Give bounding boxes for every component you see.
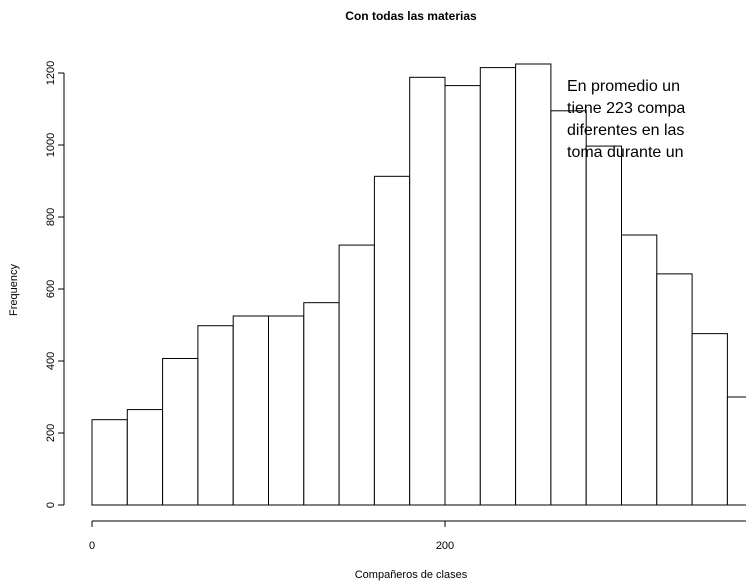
y-tick-label: 0 bbox=[45, 502, 57, 508]
y-tick-label: 600 bbox=[45, 280, 57, 298]
histogram-bar bbox=[479, 67, 517, 506]
histogram-bar bbox=[621, 234, 658, 506]
histogram-bar bbox=[126, 409, 164, 506]
annotation-line: En promedio un bbox=[567, 78, 680, 95]
y-axis: 0 200 400 600 800 1000 1200 bbox=[45, 61, 65, 508]
y-tick-label: 1000 bbox=[45, 133, 57, 157]
histogram-bar bbox=[585, 145, 623, 506]
annotation-line: toma durante un bbox=[567, 144, 684, 161]
y-tick-label: 1200 bbox=[45, 61, 57, 85]
x-tick-label: 200 bbox=[436, 540, 454, 552]
y-tick-label: 200 bbox=[45, 424, 57, 442]
annotation-line: tiene 223 compa bbox=[567, 100, 686, 117]
histogram-bar bbox=[338, 244, 375, 506]
histogram-bar bbox=[162, 357, 199, 506]
histogram-bar bbox=[726, 396, 746, 506]
y-tick-label: 800 bbox=[45, 208, 57, 226]
x-tick-label: 0 bbox=[89, 540, 95, 552]
histogram-bar bbox=[409, 76, 446, 506]
histogram-bar bbox=[303, 302, 340, 506]
histogram-bar bbox=[197, 325, 234, 506]
histogram-bar bbox=[656, 273, 693, 506]
histogram-bar bbox=[444, 85, 481, 506]
histogram-bar bbox=[232, 315, 269, 506]
annotation-text: En promedio un tiene 223 compa diferente… bbox=[567, 76, 746, 164]
chart-title: Con todas las materias bbox=[345, 9, 477, 23]
y-axis-label: Frequency bbox=[8, 264, 20, 316]
y-tick-label: 400 bbox=[45, 352, 57, 370]
histogram-bar bbox=[373, 175, 411, 506]
histogram-bar bbox=[550, 110, 587, 506]
histogram-bar bbox=[515, 63, 552, 506]
bars-group bbox=[91, 63, 746, 506]
histogram-bar bbox=[691, 333, 728, 506]
x-axis-label: Compañeros de clases bbox=[355, 569, 468, 581]
histogram-bar bbox=[268, 315, 305, 506]
histogram-bar bbox=[91, 419, 128, 506]
annotation-line: diferentes en las bbox=[567, 122, 685, 139]
